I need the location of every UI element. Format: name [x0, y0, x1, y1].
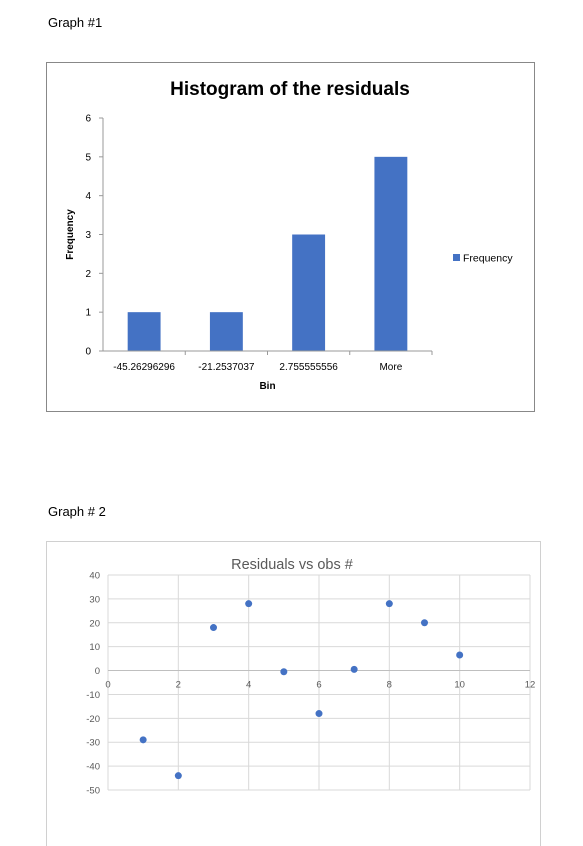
histogram-bar [127, 312, 161, 351]
chart2-y-tick-label: -30 [86, 738, 100, 749]
chart2-x-tick-label: 0 [105, 680, 110, 691]
graph2-label: Graph # 2 [48, 504, 106, 519]
chart1-x-axis-label: Bin [259, 381, 275, 392]
chart1-y-tick-label: 4 [85, 191, 91, 202]
chart2-x-tick-label: 8 [387, 680, 392, 691]
chart1-y-tick-label: 6 [85, 114, 91, 125]
chart1-y-tick-label: 0 [85, 347, 91, 358]
chart1-x-tick-label: More [379, 362, 402, 373]
chart1-x-tick-label: -45.26296296 [113, 362, 175, 373]
chart2-x-tick-label: 10 [454, 680, 465, 691]
scatter-point [350, 665, 358, 673]
chart2-y-tick-label: -50 [86, 786, 100, 797]
chart1-y-axis-label: Frequency [65, 209, 76, 260]
scatter-chart: Residuals vs obs # 403020100-10-20-30-40… [46, 541, 541, 846]
chart2-y-tick-label: 0 [95, 666, 100, 677]
scatter-point [245, 600, 253, 608]
scatter-point [139, 736, 147, 744]
legend-label-frequency: Frequency [463, 253, 513, 265]
chart1-y-tick-label: 3 [85, 230, 91, 241]
scatter-point [315, 710, 323, 718]
histogram-chart: Histogram of the residuals 0 1 2 3 4 5 6 -45.2… [46, 62, 535, 412]
chart1-x-tick-label: -21.2537037 [198, 362, 255, 373]
histogram-bar [209, 312, 243, 351]
chart2-y-tick-label: -20 [86, 714, 100, 725]
chart1-y-tick-label: 5 [85, 152, 91, 163]
scatter-point [174, 772, 182, 780]
chart2-border [46, 541, 541, 846]
histogram-bar [292, 234, 326, 351]
chart2-x-tick-label: 6 [316, 680, 321, 691]
scatter-point [210, 624, 217, 632]
chart1-title: Histogram of the residuals [170, 79, 410, 100]
graph1-label: Graph #1 [48, 15, 103, 30]
chart2-y-tick-label: 30 [89, 594, 100, 605]
chart2-y-tick-label: -40 [86, 762, 100, 773]
scatter-point [280, 668, 288, 676]
legend-swatch-frequency [453, 254, 460, 261]
chart2-y-tick-label: 40 [89, 571, 100, 582]
scatter-point [421, 619, 428, 627]
scatter-point [385, 600, 393, 608]
chart1-border [46, 62, 535, 412]
chart2-y-tick-label: 20 [89, 618, 100, 629]
chart2-title: Residuals vs obs # [231, 557, 353, 573]
histogram-bar [374, 156, 408, 351]
scatter-point [456, 651, 464, 659]
chart2-x-tick-label: 2 [176, 680, 181, 691]
chart2-y-tick-label: -10 [86, 690, 100, 701]
chart1-y-tick-label: 1 [85, 308, 91, 319]
chart1-y-tick-label: 2 [85, 269, 91, 280]
chart2-x-tick-label: 4 [246, 680, 251, 691]
chart2-x-tick-label: 12 [525, 680, 536, 691]
chart1-x-tick-label: 2.755555556 [279, 362, 338, 373]
chart2-y-tick-label: 10 [89, 642, 100, 653]
